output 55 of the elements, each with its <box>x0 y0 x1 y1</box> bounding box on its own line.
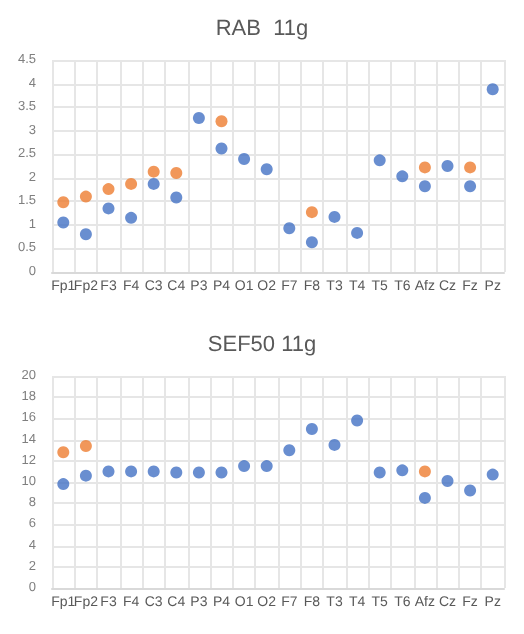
point <box>57 196 70 209</box>
point <box>418 180 431 193</box>
point <box>238 152 251 165</box>
point <box>328 438 341 451</box>
point <box>170 191 183 204</box>
point <box>283 222 296 235</box>
point <box>215 115 228 128</box>
point <box>170 466 183 479</box>
point <box>373 466 386 479</box>
point <box>102 465 115 478</box>
chart-title: SEF50 11g <box>207 333 317 357</box>
point <box>147 165 160 178</box>
point <box>373 154 386 167</box>
point <box>238 460 251 473</box>
chart-title: RAB 11g <box>215 17 309 41</box>
point <box>464 484 477 497</box>
point <box>125 177 138 190</box>
point <box>192 466 205 479</box>
point <box>102 202 115 215</box>
point <box>486 468 499 481</box>
point <box>170 167 183 180</box>
point <box>305 206 318 219</box>
point <box>215 466 228 479</box>
point <box>215 142 228 155</box>
point <box>396 464 409 477</box>
point <box>328 210 341 223</box>
point <box>351 414 364 427</box>
point <box>147 465 160 478</box>
point <box>79 228 92 241</box>
point <box>486 83 499 96</box>
point <box>441 474 454 487</box>
point <box>351 226 364 239</box>
point <box>79 469 92 482</box>
point <box>192 111 205 124</box>
point <box>79 190 92 203</box>
point <box>260 163 273 176</box>
point <box>418 161 431 174</box>
point <box>57 216 70 229</box>
point <box>396 170 409 183</box>
point <box>102 183 115 196</box>
point <box>57 478 70 491</box>
point <box>305 423 318 435</box>
point <box>283 444 296 457</box>
point <box>125 211 138 224</box>
point <box>418 465 431 478</box>
point <box>464 180 477 193</box>
point <box>57 446 70 459</box>
point <box>147 177 160 190</box>
point <box>441 160 454 172</box>
point <box>418 491 431 504</box>
point <box>125 465 138 478</box>
point <box>305 236 318 249</box>
point <box>79 439 92 452</box>
point <box>464 161 477 174</box>
point <box>260 460 273 473</box>
